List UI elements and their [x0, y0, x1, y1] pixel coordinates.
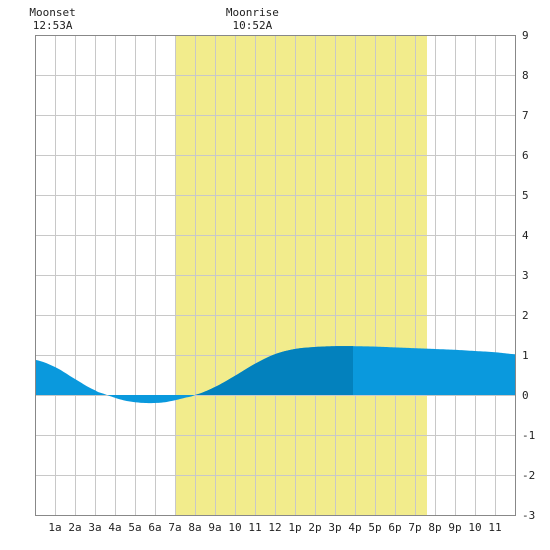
x-tick-label: 6p — [388, 521, 401, 534]
x-tick-label: 11 — [488, 521, 501, 534]
x-tick-label: 12 — [268, 521, 281, 534]
x-tick-label: 4a — [108, 521, 121, 534]
x-tick-label: 9p — [448, 521, 461, 534]
x-tick-label: 3p — [328, 521, 341, 534]
x-tick-label: 1a — [48, 521, 61, 534]
y-tick-label: 9 — [522, 29, 529, 42]
y-tick-label: -1 — [522, 429, 535, 442]
y-tick-label: 6 — [522, 149, 529, 162]
y-tick-label: 3 — [522, 269, 529, 282]
x-tick-label: 5a — [128, 521, 141, 534]
y-tick-label: 2 — [522, 309, 529, 322]
y-tick-label: 4 — [522, 229, 529, 242]
x-tick-label: 4p — [348, 521, 361, 534]
x-tick-label: 1p — [288, 521, 301, 534]
x-tick-label: 8p — [428, 521, 441, 534]
x-tick-label: 7a — [168, 521, 181, 534]
y-tick-label: 7 — [522, 109, 529, 122]
x-tick-label: 3a — [88, 521, 101, 534]
y-tick-label: 0 — [522, 389, 529, 402]
x-tick-label: 6a — [148, 521, 161, 534]
y-tick-label: -2 — [522, 469, 535, 482]
y-tick-label: 5 — [522, 189, 529, 202]
x-tick-label: 9a — [208, 521, 221, 534]
x-tick-label: 5p — [368, 521, 381, 534]
x-tick-label: 8a — [188, 521, 201, 534]
x-tick-label: 2p — [308, 521, 321, 534]
y-tick-label: -3 — [522, 509, 535, 522]
x-tick-label: 10 — [228, 521, 241, 534]
tide-area-highlight — [195, 346, 353, 395]
moon-event-time: 10:52A — [233, 19, 273, 32]
moon-event-label: Moonrise — [226, 6, 279, 19]
x-tick-label: 7p — [408, 521, 421, 534]
plot-border — [35, 35, 516, 516]
x-tick-label: 2a — [68, 521, 81, 534]
y-tick-label: 8 — [522, 69, 529, 82]
moon-event-time: 12:53A — [33, 19, 73, 32]
moon-event-label: Moonset — [29, 6, 75, 19]
y-tick-label: 1 — [522, 349, 529, 362]
x-tick-label: 10 — [468, 521, 481, 534]
x-tick-label: 11 — [248, 521, 261, 534]
